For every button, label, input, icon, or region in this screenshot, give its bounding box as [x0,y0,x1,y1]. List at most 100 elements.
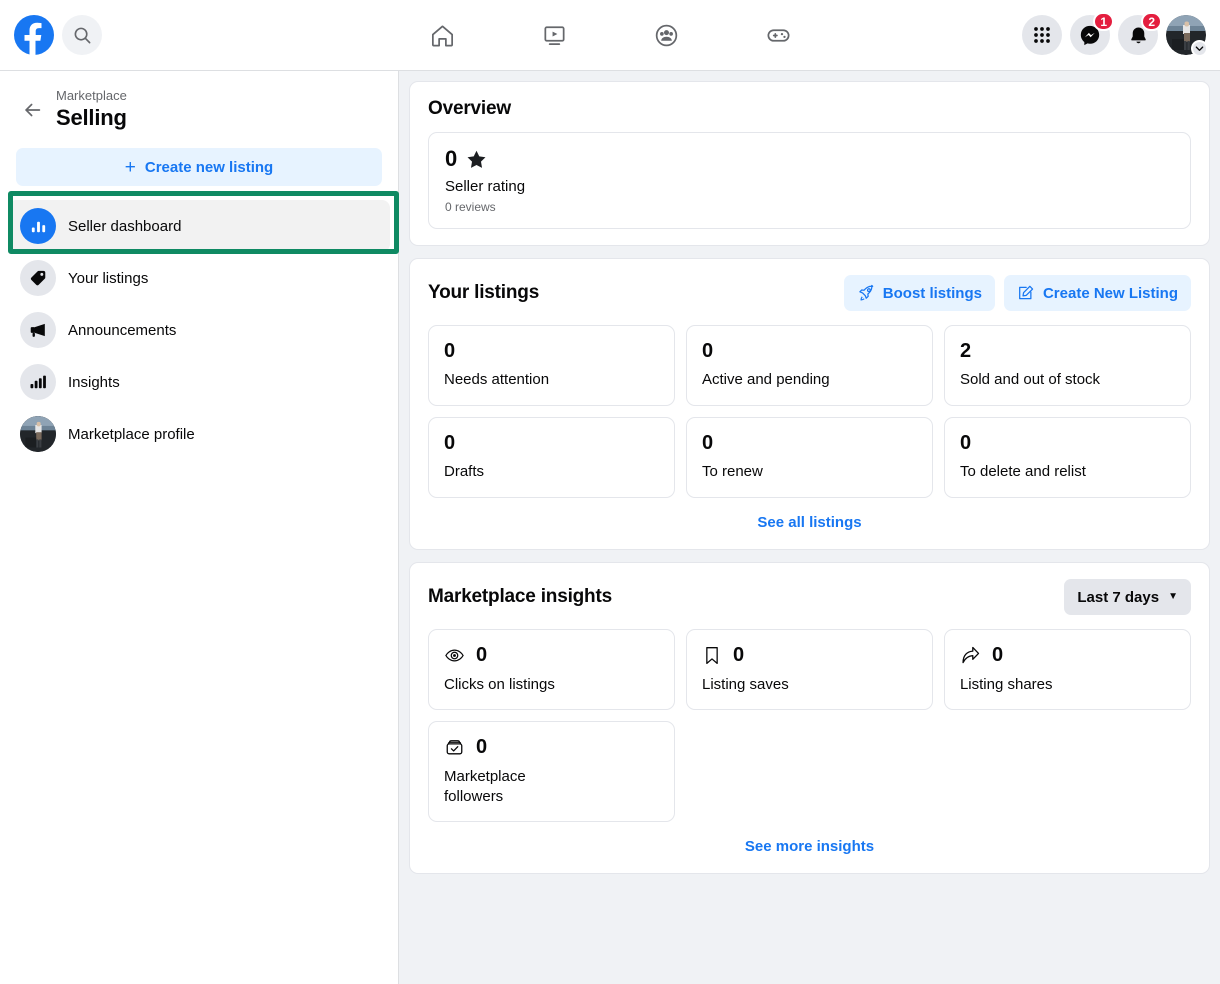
sidebar-item-announcements[interactable]: Announcements [8,304,390,356]
seller-rating-value-row: 0 [445,146,1174,172]
tile-to-renew[interactable]: 0 To renew [685,417,933,498]
facebook-logo-icon[interactable] [14,15,54,55]
tile-listing-saves[interactable]: 0 Listing saves [685,629,933,710]
tile-value: 0 [476,644,488,666]
listing-stat-tiles: 0 Needs attention 0 Active and pending 2… [428,325,1191,498]
tile-drafts[interactable]: 0 Drafts [428,417,675,498]
tile-value: 0 [476,736,488,758]
tile-label: Drafts [444,463,485,480]
tile-label: Listing saves [701,676,789,693]
create-new-listing-button[interactable]: + Create new listing [16,148,382,186]
main-content: Overview 0 Seller rating 0 reviews [399,71,1220,984]
tile-to-delete-and-relist[interactable]: 0 To delete and relist [943,417,1191,498]
gaming-icon [767,28,789,42]
sidebar-item-label: Your listings [68,269,149,287]
sidebar-item-label: Insights [68,373,120,391]
profile-avatar-button[interactable] [1166,15,1208,57]
your-listings-card: Your listings Boost listings [409,258,1210,550]
menu-button[interactable] [1022,15,1062,55]
grid-menu-icon [1034,27,1050,43]
topbar-nav-tabs [0,11,1220,59]
tile-value: 2 [959,340,972,362]
see-all-listings-link[interactable]: See all listings [757,514,862,531]
sidebar-nav-list: Seller dashboard Your listings [0,200,398,460]
tile-label: Clicks on listings [444,676,555,693]
sidebar-item-label: Announcements [68,321,177,339]
search-icon [74,27,90,43]
insight-stat-tiles: 0 Clicks on listings 0 [428,629,1191,822]
profile-photo-icon [20,416,56,452]
see-more-insights-link[interactable]: See more insights [744,838,875,855]
back-button[interactable] [16,93,50,127]
sidebar-item-seller-dashboard[interactable]: Seller dashboard [8,200,390,252]
tile-label: Sold and out of stock [959,371,1101,388]
sidebar-title-block: Marketplace Selling [56,87,127,132]
your-listings-title: Your listings [428,282,540,303]
compose-icon [1017,284,1035,302]
sidebar-item-your-listings[interactable]: Your listings [8,252,390,304]
tile-label: Listing shares [959,676,1053,693]
tile-clicks-on-listings[interactable]: 0 Clicks on listings [428,629,675,710]
nav-tab-watch[interactable] [498,11,610,59]
overview-card: Overview 0 Seller rating 0 reviews [409,81,1210,246]
notifications-button[interactable]: 2 [1118,12,1162,55]
search-button[interactable] [62,15,102,55]
sidebar-item-marketplace-profile[interactable]: Marketplace profile [8,408,390,460]
messenger-badge: 1 [1093,12,1114,31]
tile-value: 0 [444,340,456,362]
rocket-icon [857,284,875,302]
messenger-icon [1080,25,1100,46]
tile-value: 0 [444,432,456,454]
selling-sidebar: Marketplace Selling + Create new listing [0,71,399,984]
price-tag-icon [20,260,56,296]
bookmark-icon [702,645,722,666]
create-new-listing-label-main: Create New Listing [1042,284,1178,302]
seller-rating-box: 0 Seller rating 0 reviews [428,132,1191,229]
tile-sold-and-out-of-stock[interactable]: 2 Sold and out of stock [943,325,1191,406]
tile-top-row: 0 [444,735,659,759]
boost-listings-button[interactable]: Boost listings [843,275,995,311]
topbar-right-group: 1 2 [1022,12,1208,57]
tile-marketplace-followers[interactable]: 0 Marketplace followers [428,721,675,822]
insights-title: Marketplace insights [428,586,612,607]
topbar-left-group [14,15,344,55]
package-check-icon [444,737,465,758]
bell-icon [1130,26,1146,43]
nav-tab-home[interactable] [386,11,498,59]
tile-value: 0 [959,432,972,454]
seller-reviews-count: 0 reviews [445,200,496,214]
tile-top-row: 0 [960,643,1175,667]
chevron-down-icon [1191,40,1208,57]
sidebar-item-label: Marketplace profile [68,425,195,443]
megaphone-icon [20,312,56,348]
date-range-dropdown[interactable]: Last 7 days ▼ [1064,579,1191,615]
tile-listing-shares[interactable]: 0 Listing shares [943,629,1191,710]
bar-chart-icon [20,208,56,244]
overview-title: Overview [428,98,511,119]
your-listings-header: Your listings Boost listings [428,275,1191,311]
messenger-button[interactable]: 1 [1070,12,1114,55]
chevron-down-icon: ▼ [1168,591,1178,602]
tile-label: Active and pending [701,371,830,388]
nav-tab-gaming[interactable] [722,11,834,59]
groups-icon [655,24,677,46]
sidebar-header: Marketplace Selling [0,71,398,136]
tile-top-row: 0 [702,643,917,667]
tile-needs-attention[interactable]: 0 Needs attention [428,325,675,406]
video-icon [543,25,565,45]
plus-icon: + [124,156,136,178]
tile-label: Marketplace followers [444,768,526,805]
create-new-listing-button-main[interactable]: Create New Listing [1003,275,1191,311]
tile-active-and-pending[interactable]: 0 Active and pending [685,325,933,406]
sidebar-item-label: Seller dashboard [68,217,182,235]
your-listings-actions: Boost listings Create New Listing [843,275,1191,311]
sidebar-item-insights[interactable]: Insights [8,356,390,408]
seller-rating-label: Seller rating [445,178,526,195]
page-body: Marketplace Selling + Create new listing [0,71,1220,984]
eye-icon [444,645,465,666]
bar-chart-icon [20,364,56,400]
nav-tab-groups[interactable] [610,11,722,59]
boost-listings-label: Boost listings [882,284,982,302]
insights-header: Marketplace insights Last 7 days ▼ [428,579,1191,615]
